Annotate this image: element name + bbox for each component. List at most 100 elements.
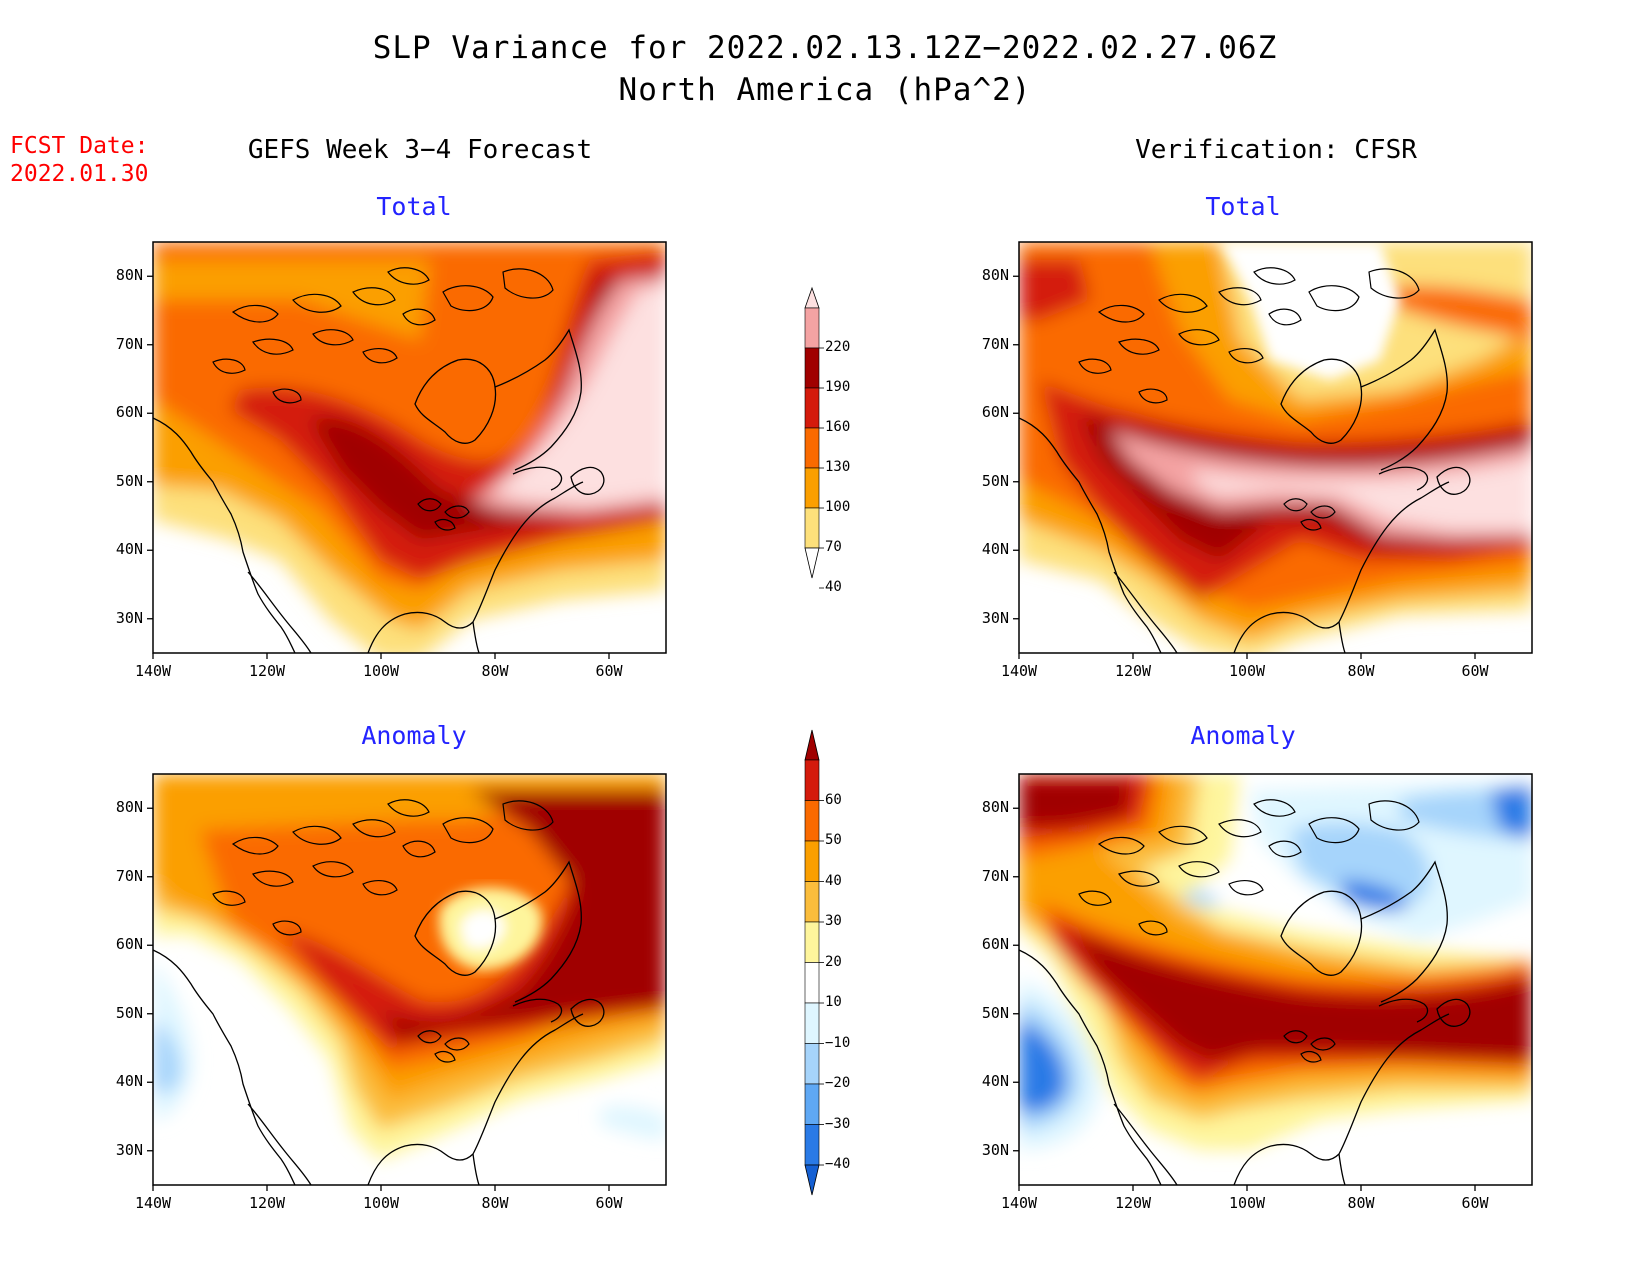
lat-tick-label: 80N [981, 798, 1009, 817]
colorbar-triangle-bottom [804, 1164, 820, 1196]
colorbar-triangle-top [804, 729, 820, 761]
lon-tick-label: 120W [1114, 662, 1152, 680]
lon-tick-label: 100W [362, 1194, 400, 1212]
gefs-total-map [153, 242, 666, 653]
colorbar-label: 50 [825, 832, 842, 848]
gefs-anomaly-map [153, 774, 666, 1185]
lon-tick-label: 60W [1461, 1194, 1489, 1212]
lat-tick-label: 30N [115, 608, 143, 627]
colorbar-swatch [804, 759, 820, 801]
colorbar-swatch [804, 467, 820, 509]
colorbar-label: 220 [825, 339, 851, 355]
lon-tick-label: 60W [1461, 662, 1489, 680]
colorbar-swatch [804, 307, 820, 349]
lat-tick-label: 50N [115, 471, 143, 490]
colorbar-label: 100 [825, 499, 851, 515]
colorbar-label: 20 [825, 953, 842, 970]
lon-tick-label: 60W [595, 662, 623, 680]
panel-subtitle: Total [376, 192, 452, 221]
lat-tick-label: 70N [115, 866, 143, 885]
panel-subtitle: Anomaly [1190, 721, 1296, 750]
lon-tick-label: 120W [248, 662, 286, 680]
colorbar-swatch [804, 962, 820, 1004]
fcst-date: 2022.01.30 [10, 161, 149, 187]
main-subtitle: North America (hPa^2) [618, 72, 1032, 108]
lon-tick-label: 100W [1228, 662, 1266, 680]
lon-tick-label: 120W [1114, 1194, 1152, 1212]
lat-tick-label: 70N [981, 866, 1009, 885]
colorbar-swatch [804, 427, 820, 469]
lon-tick-label: 80W [481, 662, 509, 680]
lat-tick-label: 50N [981, 1003, 1009, 1022]
colorbar-label: 130 [825, 459, 851, 475]
lon-tick-label: 100W [362, 662, 400, 680]
lat-tick-label: 40N [981, 1072, 1009, 1091]
colorbar-label: 30 [825, 913, 842, 929]
lat-tick-label: 70N [981, 334, 1009, 353]
lon-tick-label: 80W [1347, 662, 1375, 680]
lat-tick-label: 50N [115, 1003, 143, 1022]
lon-tick-label: 60W [595, 1194, 623, 1212]
lon-tick-label: 80W [481, 1194, 509, 1212]
colorbar-swatch [804, 800, 820, 842]
colorbar-label: −30 [825, 1115, 851, 1132]
lat-tick-label: 40N [115, 540, 143, 559]
cfsr-total-map [1019, 242, 1532, 653]
colorbar-anomaly [804, 729, 824, 1196]
main-title: SLP Variance for 2022.02.13.12Z−2022.02.… [372, 30, 1278, 66]
map-frame [152, 773, 667, 1186]
panel-subtitle: Anomaly [361, 721, 467, 750]
lon-tick-label: 140W [134, 662, 172, 680]
colorbar-swatch [804, 1002, 820, 1044]
map-frame [1018, 773, 1533, 1186]
lon-tick-label: 80W [1347, 1194, 1375, 1212]
right-column-header: Verification: CFSR [1135, 135, 1417, 165]
left-column-header: GEFS Week 3−4 Forecast [247, 135, 593, 165]
colorbar-label: 190 [825, 379, 851, 395]
colorbar-label: 160 [825, 419, 851, 435]
colorbar-label: 40 [825, 579, 842, 595]
axis-ticks [147, 275, 1476, 1191]
colorbar-label: 70 [825, 539, 842, 555]
lat-tick-label: 60N [981, 935, 1009, 954]
lon-tick-label: 140W [1000, 1194, 1038, 1212]
colorbar-swatch [804, 387, 820, 429]
lon-tick-label: 120W [248, 1194, 286, 1212]
lat-tick-label: 80N [115, 798, 143, 817]
fcst-label: FCST Date: [10, 133, 149, 159]
lat-tick-label: 60N [115, 403, 143, 422]
colorbar-triangle-top [804, 286, 820, 309]
colorbar-swatch [804, 881, 820, 923]
lat-tick-label: 30N [981, 608, 1009, 627]
colorbar-swatch [804, 840, 820, 882]
lon-tick-label: 100W [1228, 1194, 1266, 1212]
lat-tick-label: 80N [981, 266, 1009, 285]
lat-tick-label: 40N [115, 1072, 143, 1091]
colorbar-label: −20 [825, 1075, 851, 1091]
colorbar-triangle-bottom [804, 547, 820, 579]
colorbar-swatch [804, 1124, 820, 1166]
lat-tick-label: 30N [981, 1140, 1009, 1159]
colorbar-swatch [804, 507, 820, 549]
colorbar-label: −40 [825, 1156, 851, 1172]
lat-tick-label: 50N [981, 471, 1009, 490]
panel-subtitle: Total [1205, 192, 1281, 221]
colorbar-label: 60 [825, 791, 842, 808]
lon-tick-label: 140W [1000, 662, 1038, 680]
colorbar-total [804, 286, 824, 589]
colorbar-label: −10 [825, 1034, 851, 1051]
lat-tick-label: 30N [115, 1140, 143, 1159]
colorbar-swatch [804, 1043, 820, 1085]
lat-tick-label: 40N [981, 540, 1009, 559]
lat-tick-label: 60N [981, 403, 1009, 422]
cfsr-anomaly-map [1019, 774, 1532, 1185]
colorbar-label: 40 [825, 872, 842, 889]
colorbar-swatch [804, 921, 820, 963]
colorbar-swatch [804, 1083, 820, 1125]
colorbar-label: 10 [825, 994, 842, 1010]
lon-tick-label: 140W [134, 1194, 172, 1212]
colorbar-swatch [804, 347, 820, 389]
lat-tick-label: 70N [115, 334, 143, 353]
lat-tick-label: 60N [115, 935, 143, 954]
